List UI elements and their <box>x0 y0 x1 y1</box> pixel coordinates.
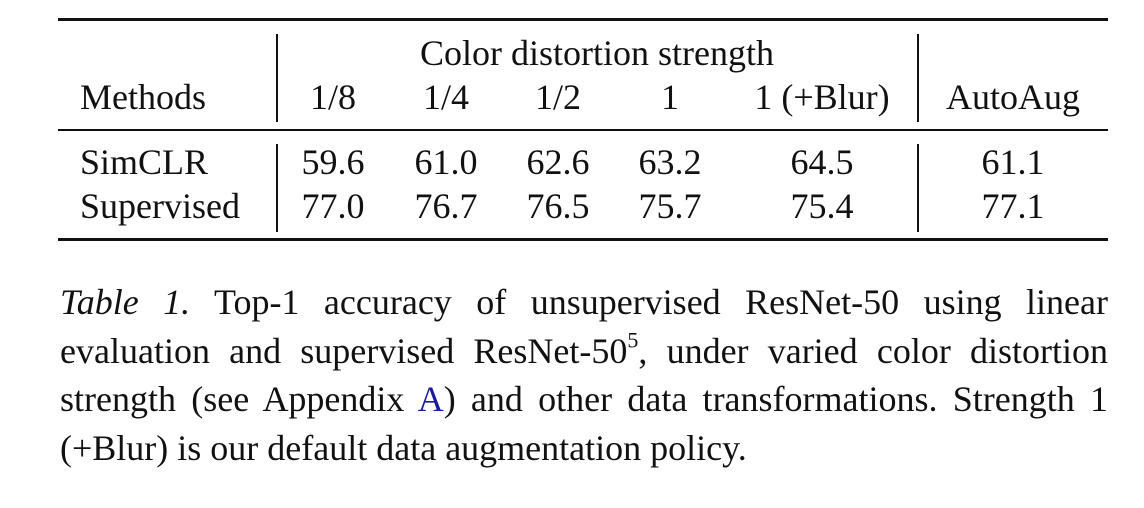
table-cell: 61.1 <box>981 142 1045 182</box>
column-header: Methods <box>80 77 206 117</box>
column-header: 1 <box>661 77 679 117</box>
caption-text: ) and other data transformations. Streng… <box>60 379 1108 468</box>
column-header: 1 (+Blur) <box>754 77 890 117</box>
caption-text: Top-1 accuracy of unsupervised ResNet-50… <box>60 282 1108 371</box>
caption: Table 1. Top-1 accuracy of unsupervised … <box>60 278 1108 472</box>
table-cell: 76.5 <box>526 186 590 226</box>
column-divider <box>276 34 278 122</box>
column-divider <box>917 34 919 122</box>
row-label: SimCLR <box>80 142 209 182</box>
appendix-link[interactable]: A <box>417 379 444 419</box>
bottom-rule <box>58 238 1108 241</box>
table-cell: 77.1 <box>981 186 1045 226</box>
column-header: 1/2 <box>534 77 582 117</box>
column-divider <box>917 144 919 232</box>
row-label: Supervised <box>80 186 240 226</box>
top-rule <box>58 18 1108 21</box>
column-header: AutoAug <box>946 77 1080 117</box>
table-cell: 76.7 <box>414 186 478 226</box>
table-cell: 63.2 <box>638 142 702 182</box>
table-cell: 75.7 <box>638 186 702 226</box>
table-cell: 61.0 <box>414 142 478 182</box>
footnote-mark: 5 <box>627 327 639 353</box>
table-cell: 75.4 <box>790 186 854 226</box>
caption-label: Table 1. <box>60 282 191 322</box>
table-cell: 64.5 <box>790 142 854 182</box>
group-header: Color distortion strength <box>420 33 774 73</box>
caption-text: , under varied color distortion strength… <box>60 330 1108 420</box>
mid-rule <box>58 129 1108 131</box>
column-divider <box>276 144 278 232</box>
column-header: 1/8 <box>309 77 357 117</box>
table-cell: 59.6 <box>301 142 365 182</box>
column-header: 1/4 <box>422 77 470 117</box>
table-cell: 77.0 <box>301 186 365 226</box>
table-cell: 62.6 <box>526 142 590 182</box>
